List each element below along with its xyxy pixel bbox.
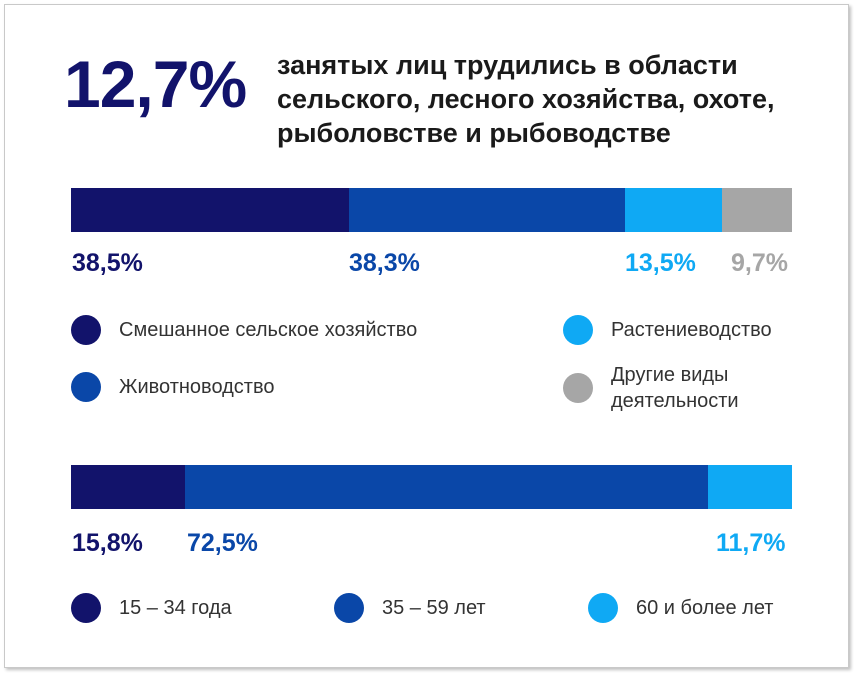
activity-bar-segment bbox=[348, 188, 625, 232]
activity-bar-segment bbox=[71, 188, 349, 232]
legend-dot bbox=[563, 373, 593, 403]
activity-bar-segment bbox=[722, 188, 792, 232]
age-pct-label: 72,5% bbox=[187, 529, 258, 557]
legend-label: Другие виды деятельности bbox=[611, 364, 739, 412]
age-bar-segment bbox=[707, 465, 792, 509]
activity-bar-segment bbox=[624, 188, 723, 232]
legend-item-age-15-34: 15 – 34 года bbox=[71, 593, 232, 623]
activity-pct-label: 38,5% bbox=[72, 249, 143, 277]
age-pct-label: 11,7% bbox=[716, 529, 786, 557]
activity-pct-label: 38,3% bbox=[349, 249, 420, 277]
legend-dot bbox=[71, 372, 101, 402]
age-bar-segment bbox=[184, 465, 708, 509]
legend-label: Смешанное сельское хозяйство bbox=[119, 319, 418, 341]
age-bar-segment bbox=[71, 465, 185, 509]
legend-item-age-60plus: 60 и более лет bbox=[588, 593, 773, 623]
legend-label: Животноводство bbox=[119, 376, 275, 398]
legend-item-livestock: Животноводство bbox=[71, 372, 275, 402]
legend-label: 35 – 59 лет bbox=[382, 597, 486, 619]
legend-item-age-35-59: 35 – 59 лет bbox=[334, 593, 486, 623]
age-stacked-bar bbox=[71, 465, 792, 509]
legend-dot bbox=[71, 593, 101, 623]
activity-pct-label: 9,7% bbox=[731, 249, 788, 277]
age-pct-label: 15,8% bbox=[72, 529, 143, 557]
legend-label: 15 – 34 года bbox=[119, 597, 232, 619]
legend-item-other: Другие виды деятельности bbox=[563, 362, 771, 414]
headline-value: 12,7% bbox=[64, 47, 247, 121]
legend-dot bbox=[588, 593, 618, 623]
activity-stacked-bar bbox=[71, 188, 792, 232]
legend-label: 60 и более лет bbox=[636, 597, 774, 619]
legend-item-mixed: Смешанное сельское хозяйство bbox=[71, 315, 417, 345]
infographic-frame bbox=[4, 4, 849, 668]
legend-label: Растениеводство bbox=[611, 319, 772, 341]
legend-dot bbox=[563, 315, 593, 345]
headline-caption: занятых лиц трудились в области сельског… bbox=[277, 50, 775, 148]
legend-dot bbox=[334, 593, 364, 623]
legend-dot bbox=[71, 315, 101, 345]
activity-pct-label: 13,5% bbox=[625, 249, 696, 277]
legend-item-crops: Растениеводство bbox=[563, 315, 772, 345]
